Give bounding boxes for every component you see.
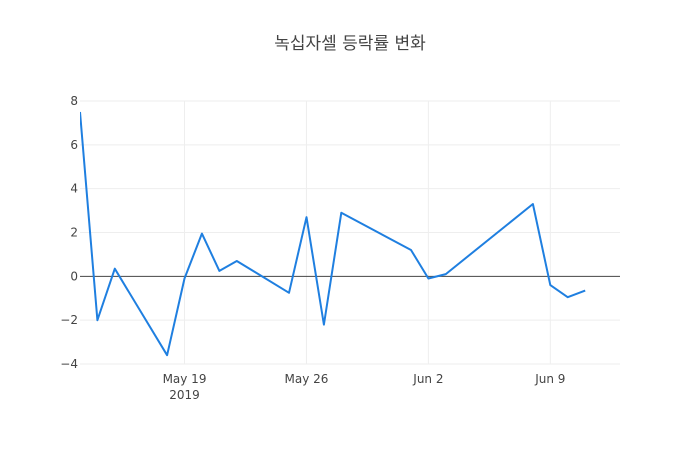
y-tick-label: 2 (70, 226, 78, 240)
chart-title: 녹십자셀 등락률 변화 (274, 34, 426, 54)
series-line (80, 111, 586, 357)
grid-layer (80, 100, 620, 365)
y-tick-label: −4 (60, 357, 78, 371)
x-tick-label: May 19 (163, 372, 207, 386)
series-layer (80, 111, 586, 357)
y-tick-label: 4 (70, 182, 78, 196)
y-tick-label: 0 (70, 269, 78, 283)
x-tick-year-label: 2019 (169, 388, 200, 402)
x-tick-label: Jun 2 (412, 372, 443, 386)
x-tick-label: Jun 9 (534, 372, 565, 386)
y-tick-label: 6 (70, 138, 78, 152)
x-tick-label: May 26 (284, 372, 328, 386)
y-tick-label: −2 (60, 313, 78, 327)
tick-label-layer: −4 −2 0 2 4 6 8 May 19 2019 May 26 Jun 2 Jun 9 (60, 94, 565, 402)
y-tick-label: 8 (70, 94, 78, 108)
